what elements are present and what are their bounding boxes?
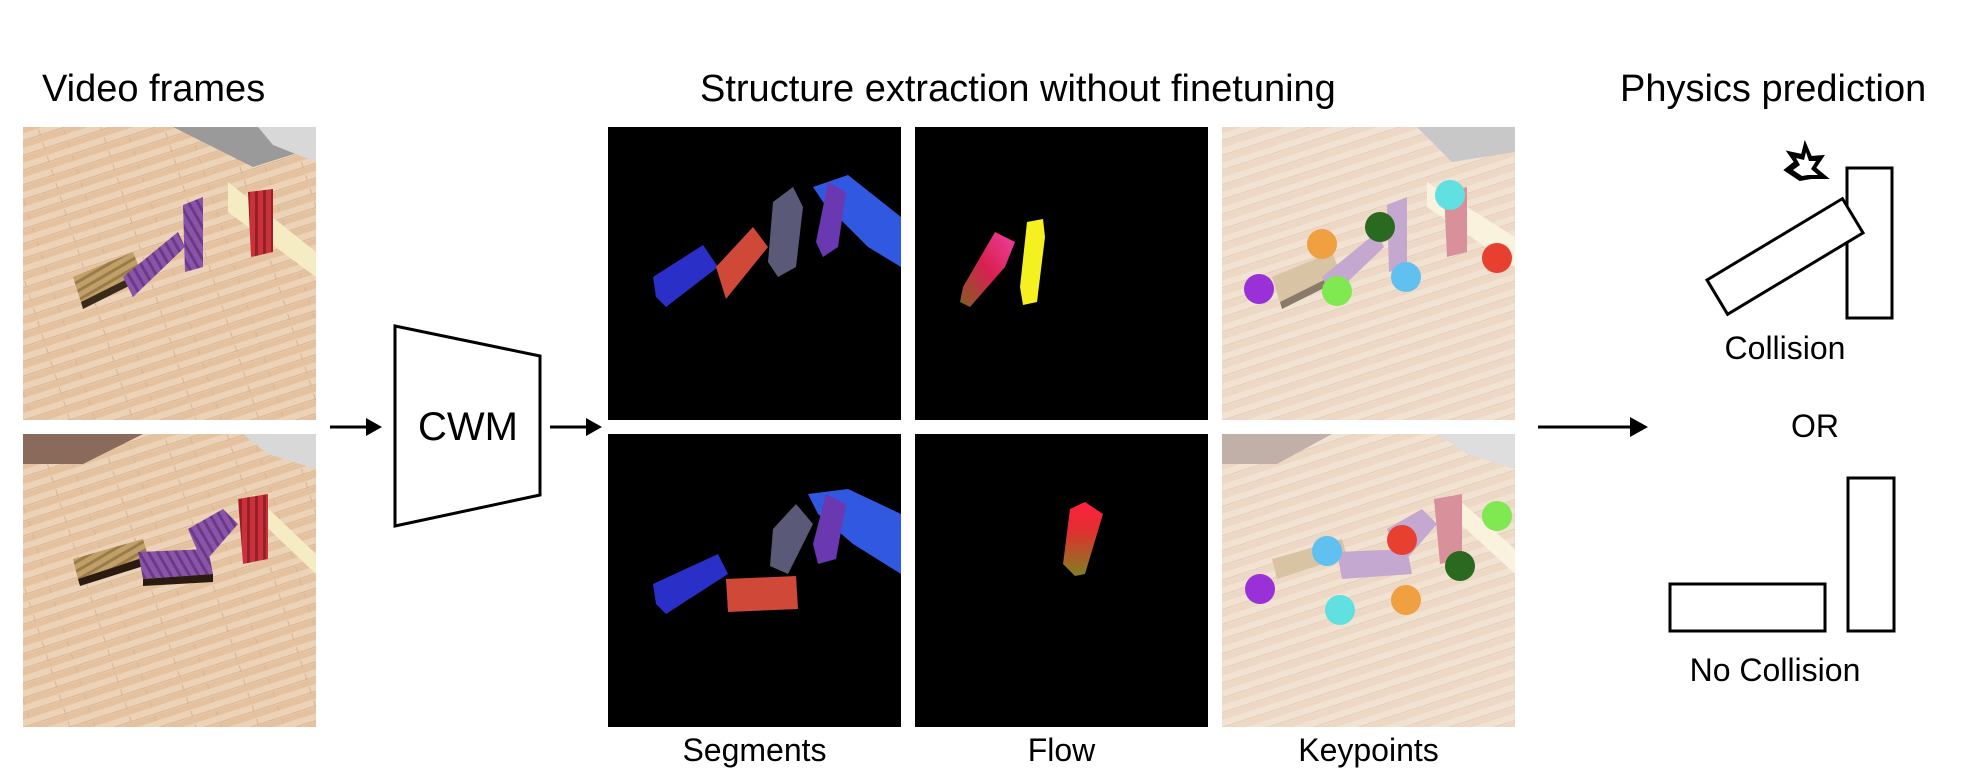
physics-prediction-title: Physics prediction: [1620, 68, 1927, 110]
or-label: OR: [1791, 408, 1839, 444]
cwm-label: CWM: [418, 405, 518, 449]
collision-label: Collision: [1724, 330, 1846, 366]
flow-frame-1: [915, 127, 1208, 420]
cwm-model-block: [393, 324, 542, 528]
keypoints-frame-1: [1222, 127, 1515, 420]
structure-extraction-title: Structure extraction without finetuning: [700, 68, 1336, 110]
video-frame-1: [23, 127, 316, 420]
collision-diagram: [1704, 140, 1894, 320]
video-frames-title: Video frames: [42, 68, 266, 110]
arrow-to-cwm: [330, 418, 382, 436]
flow-frame-2: [915, 434, 1208, 727]
segments-caption: Segments: [682, 732, 827, 768]
no-collision-label: No Collision: [1689, 652, 1861, 688]
keypoints-frame-2: [1222, 434, 1515, 727]
segments-frame-1: [608, 127, 901, 420]
segments-frame-2: [608, 434, 901, 727]
video-frame-2: [23, 434, 316, 727]
arrow-to-prediction: [1538, 417, 1648, 437]
keypoints-caption: Keypoints: [1298, 732, 1439, 768]
flow-caption: Flow: [1027, 732, 1096, 768]
no-collision-diagram: [1668, 476, 1896, 633]
arrow-from-cwm: [550, 418, 602, 436]
